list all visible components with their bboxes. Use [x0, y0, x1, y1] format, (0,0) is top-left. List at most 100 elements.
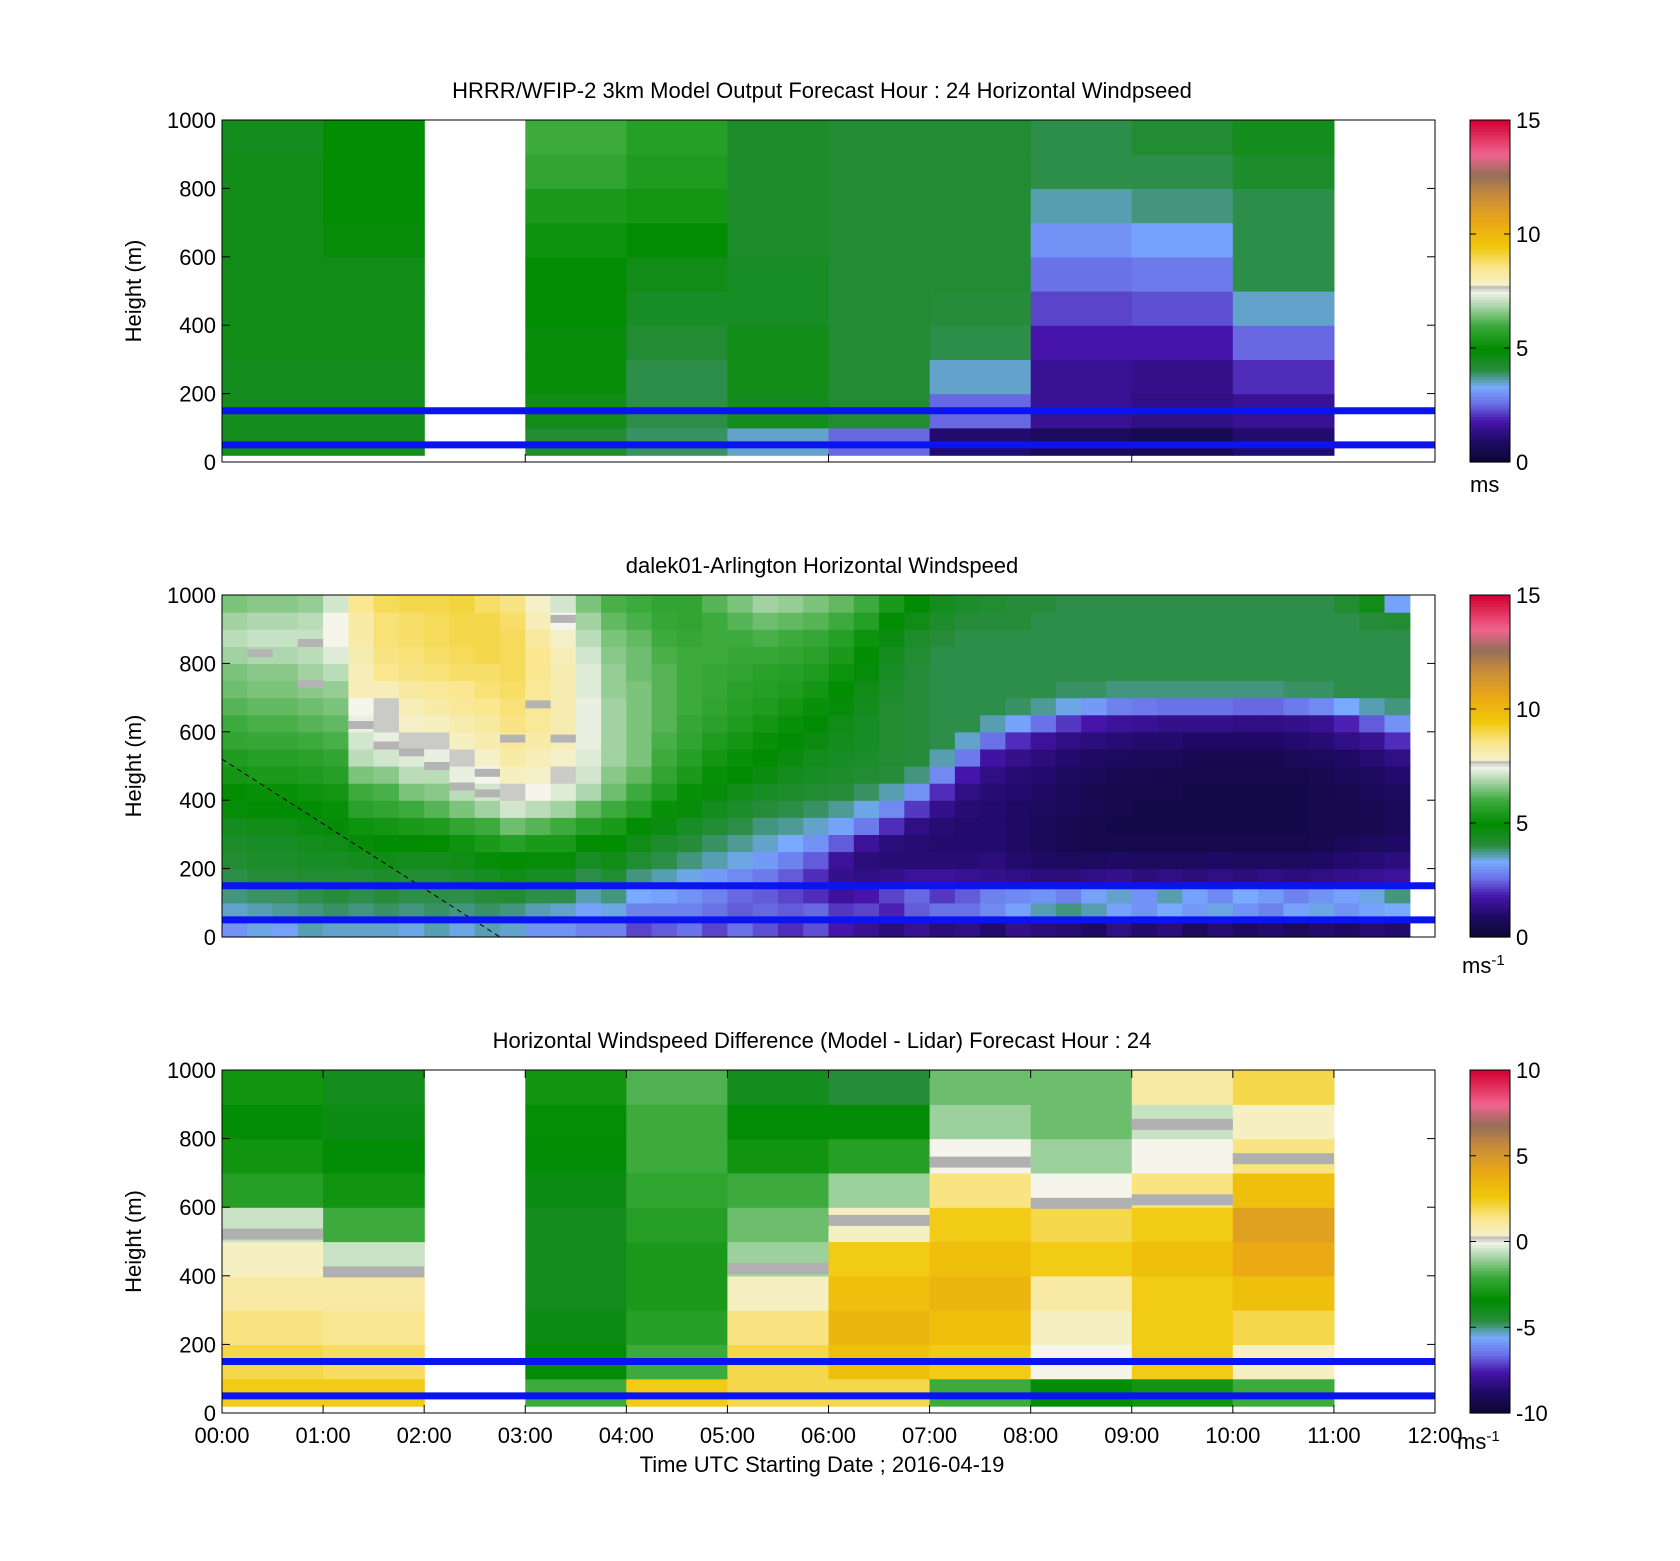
colorbar-swatch [1470, 1095, 1510, 1100]
heatmap-cell [550, 714, 577, 733]
colorbar-frame [1469, 119, 1511, 463]
colorbar-tick-label: 5 [1516, 336, 1528, 361]
heatmap-cell [1308, 697, 1335, 716]
colorbar-swatch [1470, 1132, 1510, 1137]
heatmap-cell [1333, 800, 1360, 818]
heatmap-cell [247, 680, 274, 699]
colorbar-swatch [1470, 891, 1510, 895]
heatmap-cell [323, 868, 349, 887]
heatmap-cell [601, 766, 627, 784]
heatmap-cell [323, 325, 425, 360]
heatmap-cell [1106, 646, 1133, 664]
heatmap-cell [702, 817, 728, 835]
heatmap-cell [1030, 800, 1057, 818]
heatmap-cell [1258, 714, 1284, 733]
heatmap-cell [525, 800, 552, 818]
heatmap-cell [1232, 1172, 1335, 1208]
heatmap-cell [222, 595, 248, 613]
heatmap-cell [297, 612, 324, 630]
heatmap-cell [601, 714, 627, 733]
colorbar-swatch [1470, 1344, 1510, 1348]
difference-panel: Horizontal Windspeed Difference (Model -… [121, 1028, 1548, 1477]
colorbar-swatch [1470, 674, 1510, 679]
heatmap-cell [1055, 612, 1082, 630]
colorbar-swatch [1470, 353, 1510, 358]
colorbar-swatch [1470, 680, 1510, 684]
heatmap-cell [980, 612, 1006, 630]
heatmap-cell [803, 714, 830, 733]
colorbar-swatch [1470, 1204, 1510, 1208]
heatmap-cell [323, 800, 349, 818]
heatmap-cell [929, 783, 956, 801]
heatmap-cell [1131, 766, 1158, 784]
heatmap-cell [1055, 834, 1082, 853]
heatmap-cell [626, 188, 728, 224]
heatmap-cell [424, 834, 451, 853]
colorbar-swatch [1470, 390, 1510, 395]
y-tick-label: 200 [179, 382, 216, 407]
colorbar-swatch [1470, 880, 1510, 884]
heatmap-cell [297, 868, 324, 887]
heatmap-cell [1005, 902, 1032, 921]
heatmap-cell [651, 868, 678, 887]
heatmap-cell [778, 834, 804, 853]
heatmap-cell [550, 885, 577, 904]
heatmap-cell [1030, 359, 1133, 395]
heatmap-cell [1182, 800, 1209, 818]
heatmap-cell [1030, 748, 1057, 767]
colorbar-swatch [1470, 302, 1510, 306]
heatmap-cell [424, 663, 451, 682]
heatmap-cell [474, 885, 501, 904]
heatmap-cell [954, 748, 981, 767]
colorbar-swatch [1470, 1155, 1510, 1160]
heatmap-cell [1283, 663, 1310, 682]
heatmap-cell [879, 595, 905, 613]
heatmap-cell [222, 1310, 324, 1345]
heatmap-cell [222, 325, 324, 360]
heatmap-cell [525, 851, 552, 870]
heatmap-cell [222, 834, 248, 853]
heatmap-cell [954, 851, 981, 870]
heatmap-cell [222, 256, 324, 292]
heatmap-cell [247, 612, 274, 630]
heatmap-cell [1131, 919, 1158, 938]
heatmap-cell [1055, 800, 1082, 818]
heatmap-cell [1333, 680, 1360, 699]
heatmap-cell [702, 612, 728, 630]
heatmap-cell [828, 1104, 931, 1140]
heatmap-cell [853, 697, 880, 716]
heatmap-cell [373, 663, 400, 682]
heatmap-cell [752, 834, 779, 853]
colorbar-swatch [1470, 214, 1510, 218]
heatmap-cell [449, 731, 476, 750]
heatmap-cell [1081, 800, 1108, 818]
colorbar-swatch [1470, 797, 1510, 801]
heatmap-cell [1359, 714, 1386, 733]
heatmap-cell [1232, 222, 1335, 258]
heatmap-cell [1157, 919, 1183, 938]
heatmap-cell [272, 919, 299, 938]
heatmap-cell [853, 731, 880, 750]
heatmap-cell [676, 680, 703, 699]
heatmap-cell [626, 1070, 728, 1105]
heatmap-cell [1131, 714, 1158, 733]
heatmap-cell [424, 919, 451, 938]
heatmap-cell [575, 748, 602, 767]
heatmap-cell [980, 919, 1006, 938]
heatmap-cell [601, 748, 627, 767]
colorbar-swatch [1470, 723, 1510, 727]
heatmap-cell [247, 714, 274, 733]
heatmap-cell [752, 766, 779, 784]
colorbar-swatch [1470, 851, 1510, 855]
heatmap-cell [1055, 766, 1082, 784]
heatmap-cell [1333, 851, 1360, 870]
heatmap-cell [323, 748, 349, 767]
heatmap-cell [1258, 680, 1284, 699]
colorbar-swatch [1470, 1301, 1510, 1305]
missing-marker [297, 638, 324, 647]
heatmap-cell [1359, 697, 1386, 716]
heatmap-cell [1232, 902, 1259, 921]
colorbar-swatch [1470, 928, 1510, 932]
colorbar-swatch [1470, 1098, 1510, 1103]
